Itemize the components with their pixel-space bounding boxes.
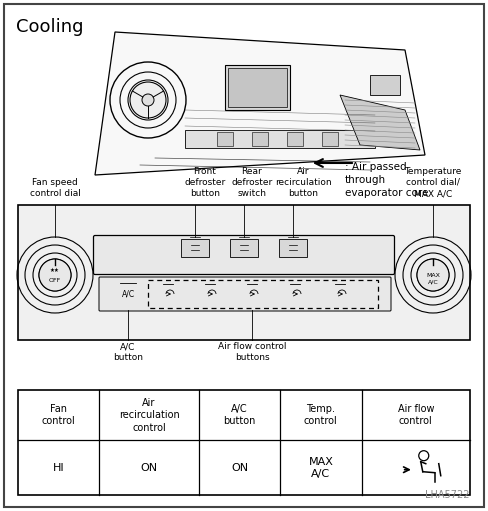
- Bar: [228, 68, 287, 107]
- Bar: [225, 65, 290, 110]
- Bar: [217, 132, 233, 146]
- FancyBboxPatch shape: [99, 277, 391, 311]
- Text: Fan speed
control dial: Fan speed control dial: [30, 178, 81, 198]
- Text: Temperature
control dial/
MAX A/C: Temperature control dial/ MAX A/C: [405, 167, 462, 198]
- Text: A/C
button: A/C button: [113, 342, 143, 362]
- Bar: [181, 239, 209, 257]
- Circle shape: [39, 259, 71, 291]
- Bar: [148, 280, 378, 308]
- Text: Air flow control
buttons: Air flow control buttons: [218, 342, 286, 362]
- Polygon shape: [95, 32, 425, 175]
- Text: A/C: A/C: [122, 290, 135, 298]
- Text: Front
defroster
button: Front defroster button: [184, 167, 225, 198]
- Text: Fan
control: Fan control: [42, 404, 76, 426]
- Bar: [370, 75, 400, 95]
- Text: A/C: A/C: [427, 280, 438, 285]
- Bar: [18, 390, 470, 495]
- FancyBboxPatch shape: [94, 236, 394, 274]
- Text: ON: ON: [231, 462, 248, 473]
- Text: A/C
button: A/C button: [224, 404, 256, 426]
- Text: MAX: MAX: [426, 272, 440, 277]
- Circle shape: [130, 82, 166, 118]
- Text: ON: ON: [141, 462, 158, 473]
- Text: Air
recirculation
button: Air recirculation button: [275, 167, 331, 198]
- Circle shape: [142, 94, 154, 106]
- Bar: [230, 239, 258, 257]
- Polygon shape: [340, 95, 420, 150]
- Text: HI: HI: [53, 462, 64, 473]
- Text: Air flow
control: Air flow control: [398, 404, 434, 426]
- Text: LHA5722: LHA5722: [426, 490, 470, 500]
- Bar: [252, 132, 268, 146]
- Text: : Air passed
through
evaporator core: : Air passed through evaporator core: [345, 162, 428, 198]
- Text: Cooling: Cooling: [16, 18, 83, 36]
- Text: OFF: OFF: [49, 278, 61, 283]
- Bar: [18, 205, 470, 340]
- Bar: [185, 130, 375, 148]
- Bar: [322, 132, 338, 146]
- Text: Temp.
control: Temp. control: [304, 404, 338, 426]
- Bar: [279, 239, 307, 257]
- Circle shape: [417, 259, 449, 291]
- Text: MAX
A/C: MAX A/C: [308, 456, 333, 479]
- Text: Air
recirculation
control: Air recirculation control: [119, 398, 180, 433]
- Bar: [287, 132, 303, 146]
- Text: ★★: ★★: [50, 268, 60, 273]
- Text: Rear
defroster
switch: Rear defroster switch: [231, 167, 273, 198]
